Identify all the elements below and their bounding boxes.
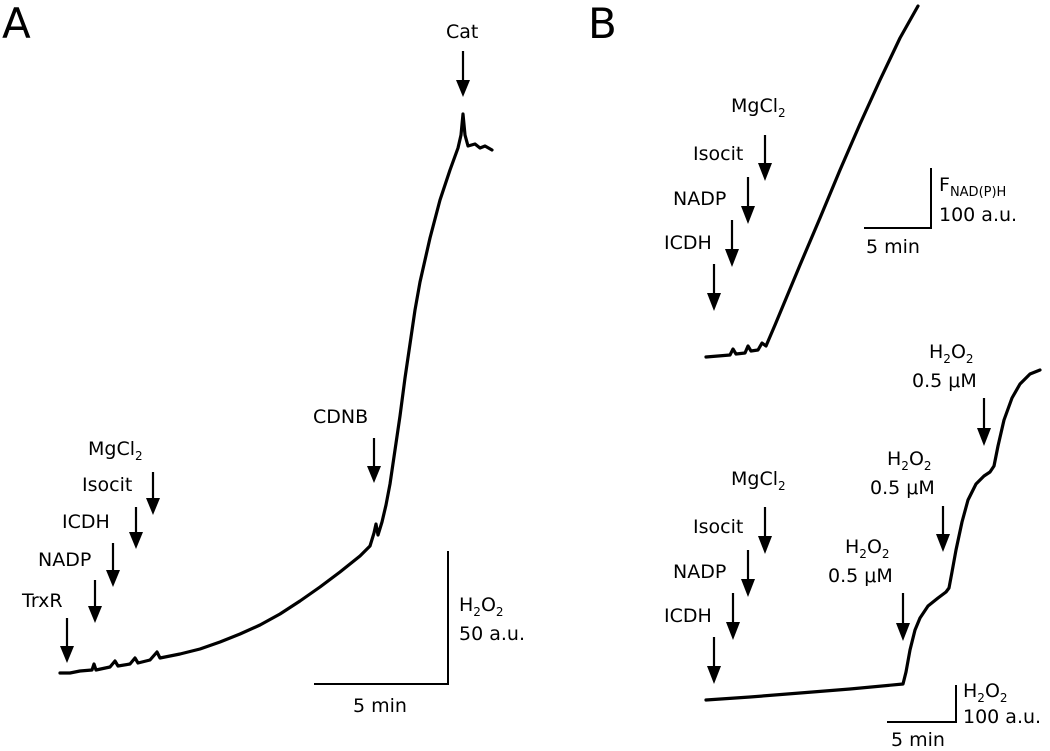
scale-yunits-a: 50 a.u. xyxy=(459,623,525,645)
arrow-cat: Cat xyxy=(446,21,478,97)
label-isocit-a: Isocit xyxy=(82,474,132,496)
scale-ylabel-bt: FNAD(P)H xyxy=(939,174,1006,200)
arrow-isocit-a: Isocit xyxy=(82,474,143,549)
arrow-cdnb: CDNB xyxy=(313,406,381,483)
scale-ylabel-a: H2O2 xyxy=(459,594,504,619)
arrow-icdh-bt: ICDH xyxy=(664,232,721,311)
label-nadp-bt: NADP xyxy=(673,188,726,210)
label-h2o2-2-conc: 0.5 μM xyxy=(870,477,935,499)
label-cdnb: CDNB xyxy=(313,406,368,428)
label-mgcl2-bt: MgCl2 xyxy=(731,95,786,120)
arrow-isocit-bt: Isocit xyxy=(693,143,755,224)
scale-time-bt: 5 min xyxy=(866,236,920,258)
label-isocit-bb: Isocit xyxy=(693,516,743,538)
label-cat: Cat xyxy=(446,21,478,43)
scale-time-bb: 5 min xyxy=(891,729,945,751)
panel-letter-a: A xyxy=(2,0,31,48)
label-h2o2-2: H2O2 xyxy=(887,448,932,473)
scale-bar-bb: 5 min H2O2 100 a.u. xyxy=(887,680,1041,751)
arrow-icdh-a: ICDH xyxy=(62,511,120,587)
trace-a-h2o2 xyxy=(58,112,494,675)
label-nadp-a: NADP xyxy=(38,549,91,571)
scale-bar-a: 5 min H2O2 50 a.u. xyxy=(314,551,525,717)
arrow-nadp-a: NADP xyxy=(38,549,102,623)
arrow-h2o2-1: H2O2 0.5 μM xyxy=(828,536,910,641)
label-h2o2-3: H2O2 xyxy=(929,341,974,366)
trace-b-h2o2 xyxy=(704,368,1042,702)
label-h2o2-1-conc: 0.5 μM xyxy=(828,565,893,587)
label-h2o2-1: H2O2 xyxy=(845,536,890,561)
arrow-isocit-bb: Isocit xyxy=(693,516,755,597)
label-icdh-bt: ICDH xyxy=(664,232,712,254)
panel-b-top: ICDH NADP Isocit MgCl2 5 min FNAD(P)H 10… xyxy=(664,4,1017,359)
label-icdh-a: ICDH xyxy=(62,511,110,533)
arrow-mgcl2-a: MgCl2 xyxy=(88,438,160,515)
scale-yunits-bt: 100 a.u. xyxy=(939,204,1017,226)
label-nadp-bb: NADP xyxy=(673,561,726,583)
arrow-h2o2-3: H2O2 0.5 μM xyxy=(912,341,991,446)
arrow-mgcl2-bb: MgCl2 xyxy=(731,468,786,554)
scale-bar-bt: 5 min FNAD(P)H 100 a.u. xyxy=(864,168,1017,258)
label-isocit-bt: Isocit xyxy=(693,143,743,165)
panel-a: TrxR NADP ICDH Isocit MgCl2 CDNB xyxy=(21,21,525,717)
arrow-nadp-bt: NADP xyxy=(673,188,739,267)
arrow-trxr: TrxR xyxy=(21,590,74,663)
label-mgcl2-bb: MgCl2 xyxy=(731,468,786,493)
scale-time-a: 5 min xyxy=(353,695,407,717)
arrow-nadp-bb: NADP xyxy=(673,561,740,640)
label-h2o2-3-conc: 0.5 μM xyxy=(912,370,977,392)
arrow-h2o2-2: H2O2 0.5 μM xyxy=(870,448,950,552)
scale-ylabel-bb: H2O2 xyxy=(963,680,1008,705)
trace-b-nadph xyxy=(704,4,920,359)
label-mgcl2-a: MgCl2 xyxy=(88,438,143,463)
arrow-icdh-bb: ICDH xyxy=(664,605,721,684)
scale-yunits-bb: 100 a.u. xyxy=(963,706,1041,728)
panel-letter-b: B xyxy=(588,0,617,48)
label-trxr: TrxR xyxy=(21,590,63,612)
label-icdh-bb: ICDH xyxy=(664,605,712,627)
arrow-mgcl2-bt: MgCl2 xyxy=(731,95,786,181)
panel-b-bottom: ICDH NADP Isocit MgCl2 H2O2 0.5 μM H2O2 xyxy=(664,341,1042,751)
